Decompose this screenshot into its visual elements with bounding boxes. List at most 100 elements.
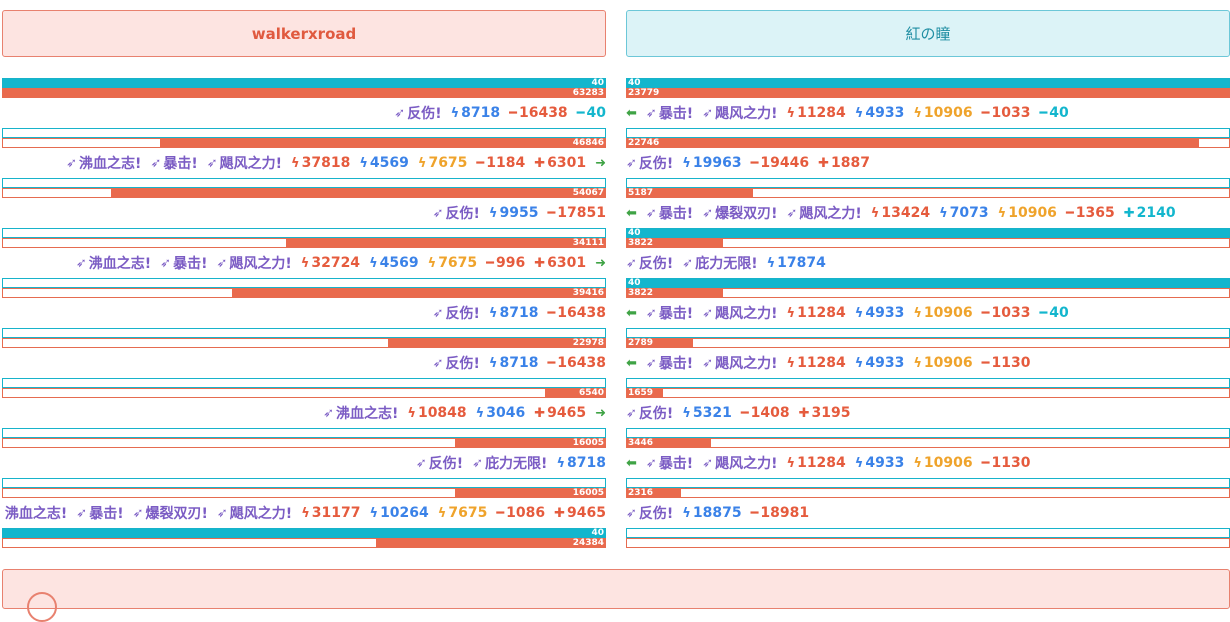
hp-bar-fill [159,139,605,147]
log-text: 飓风之力! [799,206,862,222]
log-text: 4569 [379,255,419,271]
hp-bar-fill [627,139,1199,147]
log-item: ✚ 6301 [534,155,586,171]
log-item: ➶ 爆裂双刃! [702,203,777,223]
log-text: 40 [1049,105,1069,121]
log-text: 飓风之力! [715,356,778,372]
hp-bar-fill [376,539,605,547]
log-item: ➶ 暴击! [646,103,693,123]
lightning-icon: ϟ [766,255,776,271]
round-log-line: ⬅ ➶ 暴击! ➶ 飓风之力! ϟ 11284 ϟ 4933 ϟ 10906 ━ 1033 ━ 40 [626,98,1230,128]
hp-bars: 54067 [2,178,606,198]
log-text: 反伤! [445,356,480,372]
log-item: ➶ 庇力无限! [472,453,547,473]
log-item: ➶ 暴击! [150,153,197,173]
mana-bar [626,528,1230,538]
log-item: ✚ 3195 [799,405,851,421]
log-text: 7675 [448,505,488,521]
hp-bars: 40 63283 [2,78,606,98]
minus-icon: ━ [576,105,585,121]
log-item: ━ 1033 [982,105,1031,121]
log-text: 飓风之力! [229,506,293,522]
log-item: ➶ 飓风之力! [702,353,777,373]
lightning-icon: ϟ [939,205,948,221]
hp-bar: 3446 [626,438,1230,448]
log-item: ➶ 反伤! [394,103,441,123]
minus-icon: ━ [981,305,990,321]
log-text: 3046 [486,405,526,421]
skill-arrow-icon: ➶ [702,105,714,121]
log-item: ϟ 31177 [301,505,360,521]
log-text: 爆裂双刃! [715,206,778,222]
plus-icon: ✚ [1123,205,1135,221]
hp-bars: 46846 [2,128,606,148]
hp-bar-fill [111,189,605,197]
log-item: ϟ 10906 [913,305,972,321]
log-text: 沸血之志! [4,506,68,522]
log-text: 反伤! [638,506,674,522]
skill-arrow-icon: ➶ [702,305,714,321]
log-item: ϟ 5321 [682,405,732,421]
log-text: 暴击! [658,356,694,372]
log-text: 暴击! [658,456,694,472]
log-item: ━ 16438 [509,105,568,121]
log-item: ϟ 4933 [855,305,905,321]
hp-bars: 40 3822 [626,228,1230,248]
right-battle-log: 40 23779 ⬅ ➶ 暴击! ➶ 飓风之力! ϟ 11284 ϟ 4933 ϟ 10906 ━ 1033… [626,78,1230,578]
skill-arrow-icon: ➶ [702,455,714,471]
skill-arrow-icon: ➶ [415,455,427,471]
log-text: 7073 [949,205,989,221]
skill-arrow-icon: ➶ [432,305,444,321]
hp-bar [626,538,1230,548]
mana-value: 40 [628,278,641,288]
mana-bar-fill [627,229,1229,237]
log-text: 飓风之力! [715,306,778,322]
hp-bar: 34111 [2,238,606,248]
minus-icon: ━ [476,155,485,171]
plus-icon: ✚ [534,155,546,171]
log-item: ϟ 7675 [418,155,468,171]
log-item: ━ 1086 [496,505,545,521]
hp-bar-fill [627,389,664,397]
log-item: ⬅ [626,356,637,371]
log-text: 18875 [692,505,742,521]
lightning-icon: ϟ [427,255,437,271]
minus-icon: ━ [981,355,990,371]
log-item: ϟ 8718 [556,455,606,471]
arrow-right-icon: ➜ [595,405,606,421]
hp-value: 54067 [572,188,604,198]
lightning-icon: ϟ [359,155,368,171]
round-log-line: ➶ 反伤! ϟ 8718 ━ 16438 [2,348,606,378]
log-item: ⬅ [626,106,637,121]
hp-bars: 5187 [626,178,1230,198]
lightning-icon: ϟ [450,105,460,121]
mana-bar [626,478,1230,488]
log-item: ➶ 反伤! [626,153,673,173]
log-item: ϟ 7073 [939,205,989,221]
log-item: ━ 1365 [1066,205,1115,221]
log-text: 40 [586,105,606,121]
skill-arrow-icon: ➶ [216,255,228,271]
round-log-line: ➶ 反伤! ➶ 庇力无限! ϟ 8718 [2,448,606,478]
log-text: 庇力无限! [695,256,758,272]
hp-bar-fill [627,339,694,347]
log-item: ϟ 10264 [369,505,428,521]
log-text: 37818 [301,155,351,171]
log-item: ϟ 7675 [438,505,488,521]
log-item: ϟ 11284 [787,355,846,371]
log-text: 7675 [438,255,478,271]
skill-arrow-icon: ➶ [645,205,657,221]
hp-value: 22978 [572,338,604,348]
minus-icon: ━ [547,355,556,371]
log-text: 8718 [499,305,539,321]
log-text: 4933 [865,455,905,471]
skill-arrow-icon: ➶ [160,255,172,271]
log-text: 庇力无限! [485,456,548,472]
log-item: ϟ 11284 [787,305,846,321]
log-item: ϟ 19963 [682,155,741,171]
lightning-icon: ϟ [870,205,880,221]
log-text: 17851 [557,205,606,221]
minus-icon: ━ [750,505,759,521]
log-item: ━ 16438 [547,355,606,371]
log-text: 反伤! [638,406,674,422]
